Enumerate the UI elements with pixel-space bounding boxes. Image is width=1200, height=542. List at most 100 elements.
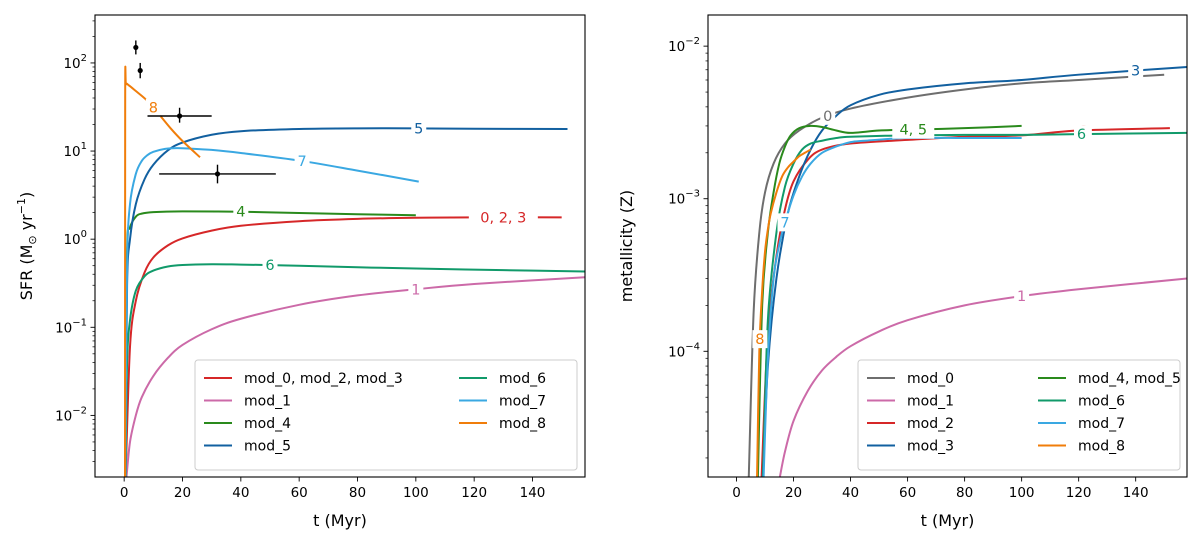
inline-label-bg — [468, 208, 538, 227]
legend-label: mod_2 — [907, 416, 954, 432]
legend: mod_0 mod_1 mod_2 mod_3 mod_4, mod_5 mod_6mod… — [857, 359, 1181, 471]
inline-label-bg — [233, 202, 249, 221]
inline-label-bg — [145, 98, 161, 117]
legend-label: mod_0, mod_2, mod_3 — [244, 371, 403, 387]
legend-entry: mod_3 — [867, 439, 954, 455]
y-tick-label: 10−2 — [55, 405, 87, 424]
x-tick-label: 40 — [842, 485, 859, 501]
inline-series-label: 3 — [1131, 64, 1140, 80]
legend-label: mod_1 — [244, 394, 291, 410]
inline-series-label: 7 — [297, 154, 306, 170]
series-line-mod-8 — [756, 148, 812, 477]
x-tick-label: 100 — [403, 485, 429, 501]
series-line-mod-5 — [124, 127, 568, 477]
legend-label: mod_8 — [1078, 439, 1125, 455]
inline-series-label: 1 — [411, 282, 420, 298]
x-tick-label: 60 — [899, 485, 916, 501]
inline-series-label: 5 — [414, 121, 423, 137]
legend-label: mod_5 — [244, 439, 291, 455]
legend-entry: mod_5 — [204, 439, 291, 455]
inline-series-label: 0, 2, 3 — [480, 210, 526, 226]
y-axis-label: metallicity (Z) — [617, 190, 636, 302]
legend-label: mod_6 — [499, 371, 546, 387]
series-group — [124, 65, 585, 477]
legend-entry: mod_6 — [1038, 394, 1125, 410]
x-axis-label: t (Myr) — [921, 511, 975, 530]
inline-label-bg — [262, 256, 278, 275]
x-axis-label: t (Myr) — [313, 511, 367, 530]
legend-entry: mod_8 — [459, 416, 546, 432]
inline-series-label: 8 — [149, 101, 158, 117]
observation-marker — [133, 44, 139, 51]
inline-label-bg — [820, 106, 836, 125]
inline-label-bg — [777, 213, 793, 232]
inline-label-bg — [408, 280, 424, 299]
legend-entry: mod_6 — [459, 371, 546, 387]
y-tick-label: 10−4 — [668, 341, 700, 360]
legend-entry: mod_1 — [204, 394, 291, 410]
legend-label: mod_7 — [499, 394, 546, 410]
series-line-mod-7 — [762, 136, 1022, 477]
legend-box — [194, 359, 578, 471]
x-tick-label: 60 — [291, 485, 308, 501]
chart-panel-0: 10−2 10−1 100 101 102 0 20 40 60 80 100 120 140 t (My… — [15, 14, 586, 530]
inline-series-label: 6 — [265, 258, 274, 274]
observation-marker — [176, 113, 183, 119]
legend-label: mod_0 — [907, 371, 954, 387]
series-line-mod-3 — [761, 66, 1187, 477]
inline-label-bg — [294, 152, 310, 171]
y-tick-label: 10−2 — [668, 36, 700, 55]
x-tick-label: 40 — [232, 485, 249, 501]
legend-entry: mod_1 — [867, 394, 954, 410]
legend-entry: mod_8 — [1038, 439, 1125, 455]
y-tick-label: 101 — [63, 141, 87, 160]
inline-label-bg — [1128, 61, 1144, 80]
legend-entry: mod_0 — [867, 371, 954, 387]
y-tick-label: 10−1 — [55, 317, 87, 336]
x-tick-label: 0 — [732, 485, 741, 501]
legend-entry: mod_4 — [204, 416, 291, 432]
x-tick-label: 20 — [174, 485, 191, 501]
legend-entry: mod_2 — [867, 416, 954, 432]
legend-label: mod_7 — [1078, 416, 1125, 432]
legend-label: mod_6 — [1078, 394, 1125, 410]
x-tick-label: 80 — [349, 485, 366, 501]
legend: mod_0, mod_2, mod_3 mod_1 mod_4 mod_5 mod_6m… — [194, 359, 578, 471]
series-line-mod-7 — [124, 147, 419, 477]
inline-series-label: 6 — [1077, 127, 1086, 143]
x-tick-label: 20 — [785, 485, 802, 501]
observation-marker — [137, 67, 143, 74]
observation-point — [147, 107, 212, 123]
series-line-mod-8 — [124, 65, 201, 477]
x-tick-label: 120 — [1066, 485, 1092, 501]
legend-label: mod_1 — [907, 394, 954, 410]
y-tick-label: 102 — [63, 53, 87, 72]
y-tick-label: 10−3 — [668, 189, 700, 208]
inline-label-bg — [752, 330, 768, 349]
axes-frame — [707, 14, 1188, 478]
x-tick-label: 80 — [956, 485, 973, 501]
legend-entry: mod_4, mod_5 — [1038, 371, 1181, 387]
x-tick-label: 0 — [120, 485, 129, 501]
series-group — [747, 66, 1187, 477]
y-tick-label: 100 — [63, 229, 87, 248]
observation-point — [137, 62, 143, 79]
series-line-mod-1 — [778, 277, 1187, 477]
observation-point — [133, 40, 139, 55]
inline-series-label: 4, 5 — [899, 123, 927, 139]
legend-entry: mod_0, mod_2, mod_3 — [204, 371, 403, 387]
y-axis-label: SFR (M⊙ yr−1) — [15, 192, 39, 300]
inline-series-label: 4 — [236, 205, 245, 221]
series-line-mod-6 — [124, 263, 585, 477]
x-tick-label: 140 — [1123, 485, 1149, 501]
observation-point — [159, 164, 276, 184]
inline-series-label: 1 — [1017, 289, 1026, 305]
legend-label: mod_8 — [499, 416, 546, 432]
inline-label-bg — [1074, 125, 1090, 144]
legend-entry: mod_7 — [1038, 416, 1125, 432]
legend-box — [857, 359, 1181, 471]
axes-frame — [94, 14, 586, 478]
inline-series-label: 8 — [755, 332, 764, 348]
